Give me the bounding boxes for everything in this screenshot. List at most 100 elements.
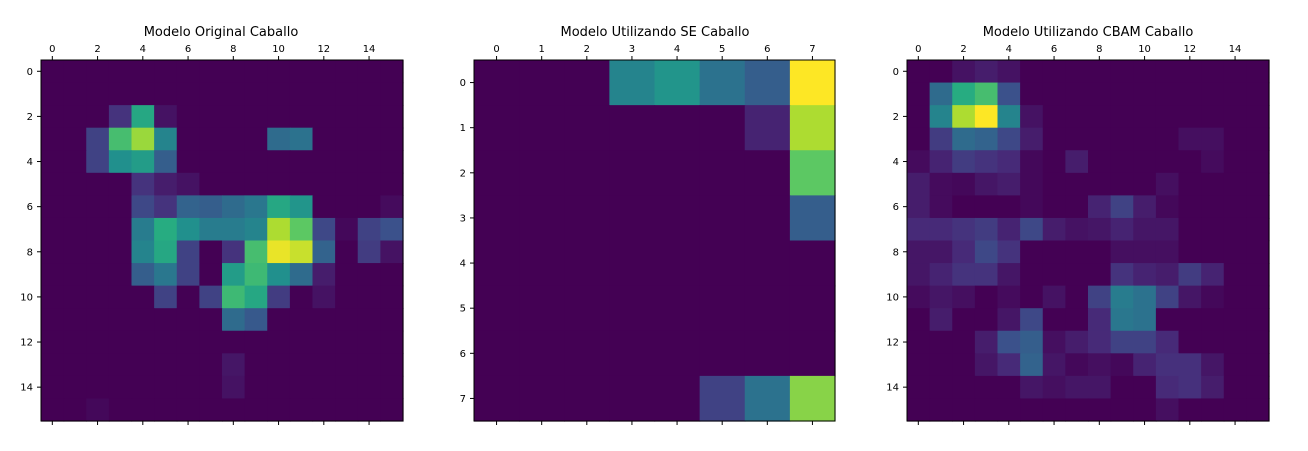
heatmap-cell [154,172,178,196]
heatmap-cell [86,105,110,129]
y-tick-label: 12 [20,338,33,349]
heatmap-cell [63,285,87,309]
heatmap-cell [609,375,656,422]
heatmap-cell [1042,127,1066,151]
heatmap-cell [63,375,87,400]
heatmap-cell [154,82,178,106]
x-tick-label: 0 [49,44,55,55]
heatmap-cell [952,285,976,309]
heatmap-cell [108,240,133,264]
heatmap-cell [1223,150,1247,174]
heatmap-cell [267,330,291,354]
heatmap-cell [907,240,931,264]
heatmap-cell [1201,353,1225,377]
heatmap-cell [131,217,155,242]
heatmap-cell [1178,150,1202,174]
heatmap-cell [1201,308,1225,332]
heatmap-cell [41,353,65,377]
heatmap-cell [744,375,791,422]
heatmap-cell [1178,217,1202,242]
heatmap-cell [222,240,246,264]
heatmap-cell [357,217,381,242]
heatmap-cell [1201,217,1225,242]
heatmap-cell [244,330,268,354]
x-tick-label: 5 [719,44,725,55]
heatmap-cell [609,60,656,106]
x-tick-label: 2 [960,44,966,55]
heatmap-cell [63,150,87,174]
heatmap-cell [335,375,359,400]
plot-frame-original [40,59,404,422]
heatmap-cell [1201,172,1225,196]
heatmap-cell [564,285,610,332]
heatmap-cell [154,127,178,151]
heatmap-cell [474,375,520,422]
heatmap-cell [86,330,110,354]
heatmap-cell [289,308,314,332]
heatmap-cell [699,150,746,196]
y-tick-label: 14 [886,383,899,394]
heatmap-cell [1042,105,1066,129]
heatmap-cell [131,195,155,219]
heatmap-cell [176,217,200,242]
heatmap-cell [312,172,336,196]
heatmap-cell [654,60,701,106]
heatmap-cell [1110,308,1134,332]
heatmap-cell [1223,105,1247,129]
x-tick-label: 6 [764,44,770,55]
heatmap-cell [335,82,359,106]
heatmap-cell [1110,82,1134,106]
heatmap-cell [997,150,1021,174]
heatmap-cell [176,60,200,84]
heatmap-cell [1110,263,1134,287]
heatmap-cell [335,172,359,196]
heatmap-cell [1246,172,1270,196]
heatmap-cell [357,150,381,174]
heatmap-cell [1110,127,1134,151]
heatmap-cell [1065,398,1089,422]
heatmap-cell [474,150,520,196]
heatmap-cell [789,105,836,151]
heatmap-cell [564,150,610,196]
heatmap-cell [952,240,976,264]
y-tick-label: 8 [893,247,899,258]
x-tick-label: 3 [629,44,635,55]
heatmap-cell [1042,60,1066,84]
x-tick-label: 4 [140,44,146,55]
heatmap-cell [41,217,65,242]
x-tick-label: 12 [317,44,330,55]
heatmap-cell [1065,82,1089,106]
heatmap-cell [222,172,246,196]
heatmap-cell [744,105,791,151]
heatmap-cell [699,285,746,332]
heatmap-cell [997,82,1021,106]
heatmap-cell [1065,217,1089,242]
x-tick-label: 1 [539,44,545,55]
heatmap-cell [474,330,520,377]
heatmap-cell [519,105,565,151]
heatmap-cell [1065,195,1089,219]
heatmap-cell [289,127,314,151]
heatmap-cell [1088,150,1112,174]
y-tick-label: 14 [20,383,33,394]
heatmap-cell [974,308,999,332]
heatmap-cell [312,60,336,84]
heatmap-cell [199,172,223,196]
heatmap-cell [744,240,791,287]
heatmap-cell [952,195,976,219]
heatmap-cell [974,217,999,242]
heatmap-cell [1178,375,1202,400]
heatmap-cell [1201,195,1225,219]
heatmap-cell [699,195,746,242]
x-tick-label: 10 [1138,44,1151,55]
heatmap-cell [267,240,291,264]
heatmap-cell [41,195,65,219]
heatmap-cell [267,398,291,422]
heatmap-cell [997,172,1021,196]
y-tick-label: 6 [460,349,466,360]
heatmap-cell [289,217,314,242]
heatmap-cell [86,263,110,287]
heatmap-cell [335,263,359,287]
heatmap-cell [41,105,65,129]
heatmap-cell [1201,263,1225,287]
